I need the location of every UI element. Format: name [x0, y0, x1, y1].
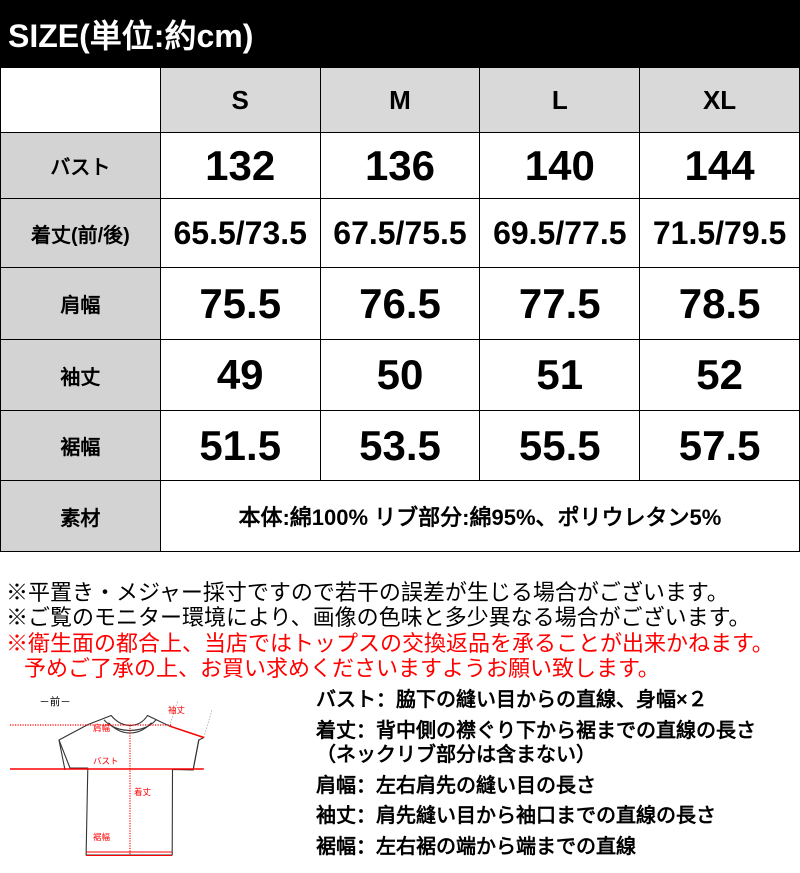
svg-text:裾幅: 裾幅	[93, 832, 111, 842]
svg-text:－前－: －前－	[39, 695, 71, 708]
svg-text:袖丈: 袖丈	[168, 705, 186, 715]
svg-text:着丈: 着丈	[134, 787, 152, 797]
svg-text:肩幅: 肩幅	[93, 723, 111, 733]
svg-text:バスト: バスト	[93, 756, 119, 766]
